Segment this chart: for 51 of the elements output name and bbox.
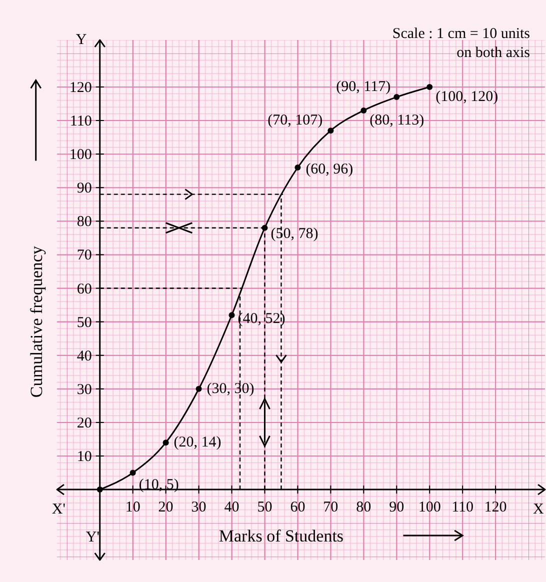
x-tick-label: 20 (158, 500, 174, 516)
point (196, 386, 202, 392)
x-axis-title: Marks of Students (218, 526, 344, 546)
y-tick-label: 40 (76, 348, 92, 364)
data-label: (100, 120) (436, 88, 498, 105)
x-tick-label: 40 (224, 500, 240, 516)
point (162, 440, 169, 446)
point (294, 164, 301, 170)
annotation: Y' (86, 530, 100, 546)
annotation: X' (52, 502, 66, 518)
point (360, 107, 367, 114)
data-label: (90, 117) (336, 79, 391, 96)
y-axis-title: Cumulative frequency (26, 246, 46, 398)
point (228, 312, 235, 318)
point (328, 128, 334, 134)
x-tick-label: 10 (125, 500, 140, 516)
y-tick-label: 60 (76, 281, 92, 298)
x-tick-label: 60 (290, 500, 306, 516)
y-tick-label: 70 (76, 248, 92, 264)
x-tick-label: 100 (418, 500, 441, 516)
data-label: (40, 52) (238, 311, 286, 328)
annotation: X (533, 502, 544, 518)
y-tick-label: 30 (76, 382, 92, 398)
x-tick-label: 30 (191, 500, 206, 516)
x-tick-label: 90 (389, 500, 404, 516)
y-tick-label: 20 (76, 415, 92, 432)
point (262, 224, 268, 231)
data-label: (50, 78) (270, 226, 318, 242)
y-tick-label: 80 (76, 214, 92, 230)
data-label: (80, 113) (370, 112, 424, 128)
y-tick-label: 120 (69, 80, 92, 96)
data-label: (70, 107) (268, 112, 323, 129)
x-tick-label: 120 (484, 500, 507, 516)
y-tick-label: 50 (76, 314, 92, 331)
x-tick-label: 80 (356, 500, 372, 516)
data-label: (20, 14) (174, 434, 222, 451)
annotation: Y (76, 32, 87, 48)
y-tick-label: 110 (70, 114, 92, 130)
point (394, 94, 400, 100)
annotation: Scale : 1 cm = 10 units on both axis (392, 26, 530, 61)
data-label: (10, 5) (138, 476, 179, 493)
y-tick-label: 10 (76, 449, 92, 465)
data-label: (60, 96) (306, 161, 354, 178)
point (130, 470, 136, 476)
point (426, 84, 433, 90)
point (96, 486, 103, 493)
y-tick-label: 100 (69, 147, 92, 164)
x-tick-label: 110 (452, 500, 474, 516)
x-tick-label: 70 (323, 500, 338, 516)
y-tick-label: 90 (76, 180, 92, 197)
x-tick-label: 50 (257, 500, 272, 516)
